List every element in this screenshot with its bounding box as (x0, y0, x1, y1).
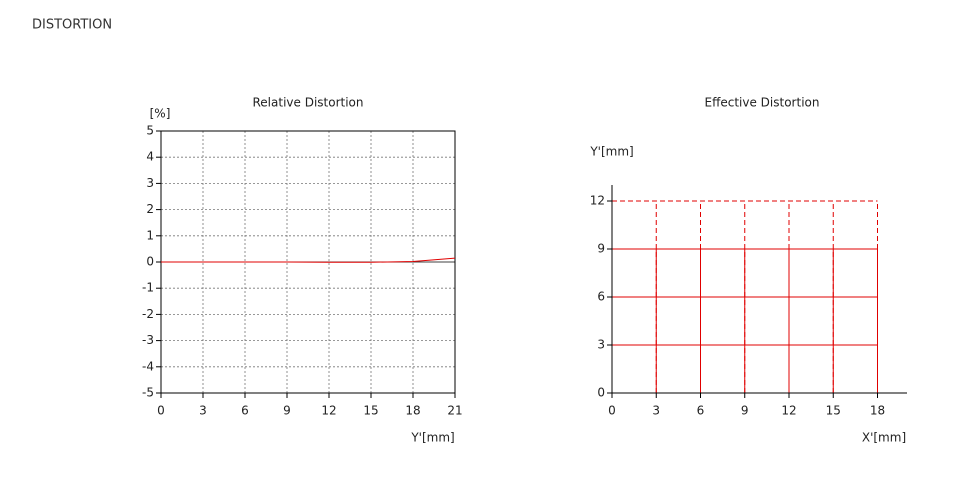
x-tick-label: 0 (608, 404, 616, 418)
page-title: DISTORTION (32, 18, 112, 33)
chart-title: Relative Distortion (253, 96, 364, 110)
x-tick-label: 0 (157, 404, 165, 418)
x-tick-label: 6 (697, 404, 705, 418)
x-tick-label: 18 (405, 404, 420, 418)
x-tick-label: 12 (321, 404, 336, 418)
x-tick-label: 15 (363, 404, 378, 418)
y-tick-label: 0 (146, 255, 154, 269)
x-tick-label: 18 (870, 404, 885, 418)
x-axis-label: Y'[mm] (410, 431, 454, 445)
y-tick-label: 0 (597, 386, 605, 400)
y-tick-label: 6 (597, 290, 605, 304)
y-tick-label: 5 (146, 124, 154, 138)
y-axis-label: [%] (150, 107, 171, 121)
x-tick-label: 3 (199, 404, 207, 418)
chart-title: Effective Distortion (705, 96, 820, 110)
x-tick-label: 9 (741, 404, 749, 418)
y-axis-label: Y'[mm] (589, 145, 633, 159)
y-tick-label: -2 (142, 307, 154, 321)
x-tick-label: 3 (652, 404, 660, 418)
x-tick-label: 9 (283, 404, 291, 418)
x-tick-label: 6 (241, 404, 249, 418)
x-tick-label: 21 (447, 404, 462, 418)
y-tick-label: 3 (146, 176, 154, 190)
y-tick-label: -1 (142, 281, 154, 295)
y-tick-label: -3 (142, 333, 154, 347)
y-tick-label: 4 (146, 150, 154, 164)
y-tick-label: 3 (597, 338, 605, 352)
y-tick-label: 9 (597, 242, 605, 256)
x-tick-label: 15 (826, 404, 841, 418)
y-tick-label: -5 (142, 386, 154, 400)
x-tick-label: 12 (781, 404, 796, 418)
y-tick-label: 2 (146, 202, 154, 216)
y-tick-label: 12 (590, 194, 605, 208)
x-axis-label: X'[mm] (862, 431, 906, 445)
distortion-line (161, 257, 456, 263)
y-tick-label: 1 (146, 228, 154, 242)
y-tick-label: -4 (142, 359, 154, 373)
